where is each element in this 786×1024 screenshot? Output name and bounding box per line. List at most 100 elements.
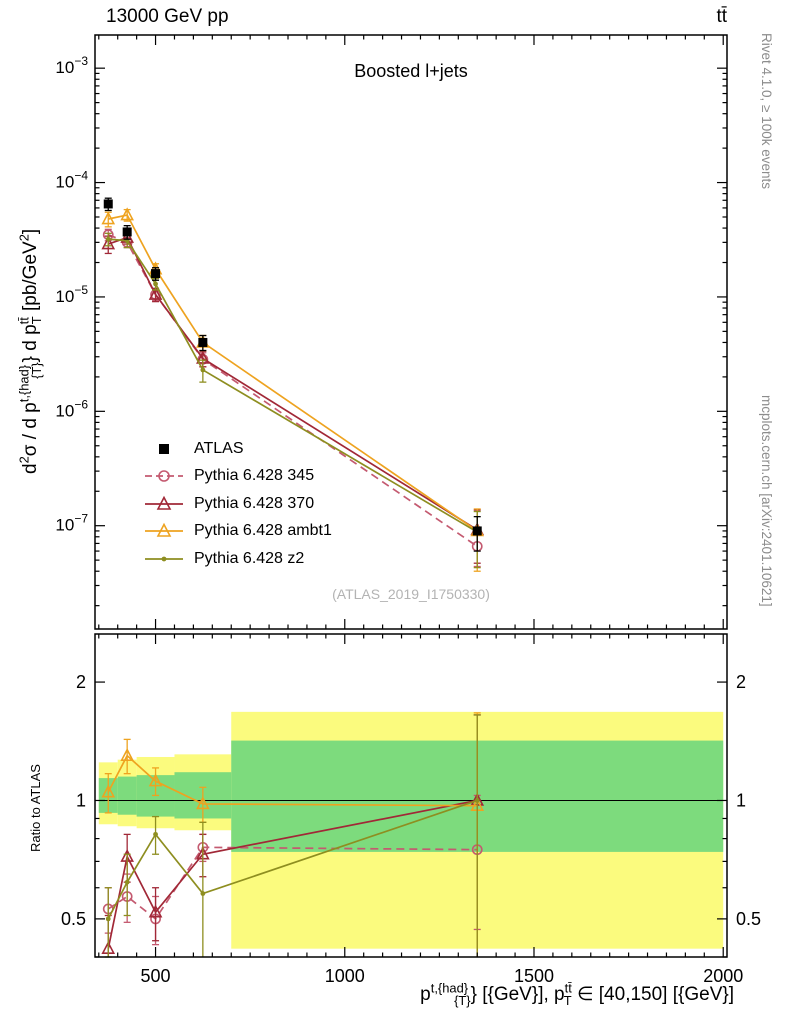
- tick-label-base: 10: [55, 287, 74, 306]
- legend-marker-graphic: [145, 470, 183, 483]
- x-axis-title: pt,{had}{T}} [{GeV}], ptt̄T ∈ [40,150] […: [420, 980, 734, 1009]
- ratio-series-pythia-z2: [104, 714, 481, 958]
- axis-title-segment: p: [420, 984, 431, 1005]
- data-point-marker: [120, 207, 134, 221]
- y-tick-label: 10−3: [55, 54, 88, 77]
- legend-marker-shape: [158, 470, 170, 483]
- legend-label: Pythia 6.428 ambt1: [194, 522, 332, 540]
- data-point-marker: [200, 891, 206, 896]
- ratio-tick-label: 2: [736, 672, 746, 692]
- y-axis-title: d2σ / d pt,{had}{T}} d ptt̄T [pb/GeV2]: [16, 228, 45, 474]
- axis-title-segment: [pb/GeV: [20, 241, 41, 317]
- legend-marker-shape: [161, 556, 167, 562]
- legend-marker: [142, 439, 186, 459]
- x-tick-label: 1000: [325, 966, 365, 986]
- legend-marker-shape: [156, 523, 172, 538]
- axis-title-segment: σ / d p: [20, 402, 41, 457]
- ratio-y-axis-title: Ratio to ATLAS: [28, 764, 43, 852]
- data-point-marker: [122, 227, 132, 237]
- x-tick-label: 1500: [514, 966, 554, 986]
- legend-label: Pythia 6.428 z2: [194, 549, 305, 567]
- tick-label-exponent: −5: [74, 283, 88, 297]
- data-point-marker: [101, 236, 116, 250]
- legend-entry: Pythia 6.428 345: [142, 463, 332, 491]
- process-title: tt̄: [716, 6, 727, 27]
- legend-marker-graphic: [145, 495, 183, 510]
- data-point-marker: [474, 798, 480, 803]
- data-point-marker: [198, 337, 208, 347]
- y-tick-label: 10−5: [55, 283, 88, 306]
- ratio-series-line: [107, 799, 478, 949]
- axis-title-segment: T: [563, 993, 572, 1009]
- data-point-marker: [124, 879, 130, 885]
- panel-frame: [94, 633, 728, 958]
- data-point-marker: [101, 784, 116, 798]
- legend-entry: Pythia 6.428 ambt1: [142, 518, 332, 546]
- data-point-marker: [153, 831, 158, 837]
- main-series-atlas: [103, 197, 482, 552]
- legend-marker-graphic: [145, 523, 183, 538]
- legend-marker-shape: [156, 495, 172, 510]
- axis-title-segment: } [{GeV}], p: [470, 984, 565, 1005]
- legend-label: Pythia 6.428 370: [194, 494, 315, 512]
- axis-title-segment: ]: [20, 228, 41, 235]
- legend: ATLAS Pythia 6.428 345 Pythia 6.428 370 …: [142, 435, 332, 573]
- data-point-marker: [148, 286, 163, 300]
- data-point-marker: [103, 199, 113, 209]
- rivet-version-label: Rivet 4.1.0, ≥ 100k events: [759, 33, 774, 189]
- tick-label-exponent: −4: [74, 169, 88, 183]
- ratio-tick-label: 0.5: [736, 909, 761, 929]
- data-point-marker: [148, 773, 163, 787]
- axis-title-segment: 2: [16, 234, 32, 242]
- legend-marker-graphic: [145, 556, 183, 562]
- legend-entry: ATLAS: [142, 435, 332, 463]
- ratio-tick-label: 0.5: [61, 909, 86, 929]
- legend-entry: Pythia 6.428 370: [142, 490, 332, 518]
- data-point-marker: [472, 526, 482, 536]
- analysis-watermark: (ATLAS_2019_I1750330): [332, 586, 490, 602]
- ratio-tick-label: 1: [736, 790, 746, 810]
- ratio-tick-label: 1: [76, 790, 86, 810]
- selection-annotation: Boosted l+jets: [354, 61, 468, 81]
- axis-title-segment: T: [29, 316, 45, 325]
- data-point-marker: [120, 747, 134, 761]
- axis-title-segment: } d p: [20, 324, 41, 363]
- x-tick-label: 500: [141, 966, 171, 986]
- axis-title-segment: t,{had}: [430, 980, 469, 996]
- legend-marker: [142, 521, 186, 541]
- axis-title-segment: 2: [16, 456, 32, 464]
- tick-label-exponent: −7: [74, 512, 88, 526]
- data-point-marker: [200, 367, 206, 373]
- ratio-tick-label: 2: [76, 672, 86, 692]
- data-point-marker: [196, 796, 210, 810]
- x-tick-label: 2000: [703, 966, 743, 986]
- tick-label-base: 10: [55, 516, 74, 535]
- tick-label-base: 10: [55, 173, 74, 192]
- legend-marker: [142, 549, 186, 569]
- tick-label-base: 10: [55, 58, 74, 77]
- data-point-marker: [105, 236, 111, 242]
- axis-title-segment: {T}: [454, 993, 471, 1009]
- tick-label-exponent: −3: [74, 54, 88, 68]
- axis-title-segment: d: [20, 463, 41, 474]
- mcplots-arxiv-label: mcplots.cern.ch [arXiv:2401.10621]: [759, 395, 774, 607]
- legend-marker-shape: [159, 443, 169, 454]
- ratio-series-line: [107, 754, 478, 807]
- beam-title: 13000 GeV pp: [106, 6, 229, 27]
- ratio-uncertainty-bands: [98, 711, 724, 949]
- legend-marker-graphic: [159, 443, 169, 454]
- data-point-marker: [148, 904, 163, 918]
- tick-label-base: 10: [55, 401, 74, 420]
- y-tick-label: 10−6: [55, 397, 88, 420]
- legend-entry: Pythia 6.428 z2: [142, 545, 332, 573]
- y-tick-label: 10−4: [55, 169, 88, 192]
- y-tick-label: 10−7: [55, 512, 88, 535]
- tick-label-exponent: −6: [74, 397, 88, 411]
- green-band: [117, 776, 137, 815]
- legend-label: ATLAS: [194, 439, 244, 457]
- data-point-marker: [151, 269, 161, 279]
- panel-frame: [94, 34, 728, 630]
